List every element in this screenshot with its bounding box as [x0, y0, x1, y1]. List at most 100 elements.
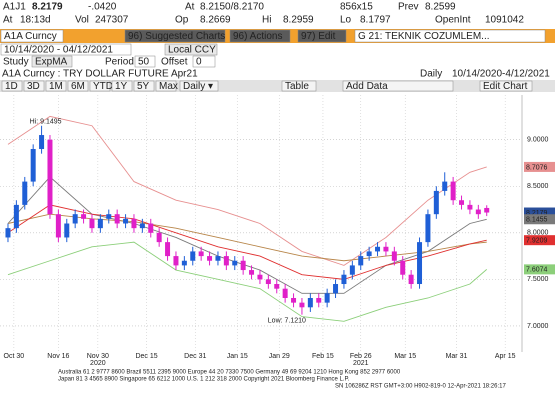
date-range[interactable]: 10/14/2020 - 04/12/2021: [4, 45, 113, 56]
candle-body: [358, 256, 364, 266]
candle-body: [307, 297, 313, 308]
x-tick-label: Mar 15: [394, 353, 416, 360]
date-range-box[interactable]: [0, 43, 132, 56]
candle-body: [165, 242, 171, 257]
footer-line: Australia 61 2 9777 8600 Brazil 5511 239…: [58, 370, 401, 376]
range-button-box[interactable]: [111, 80, 133, 92]
security-field[interactable]: A1A Curncy: [4, 31, 57, 42]
period[interactable]: 50: [138, 57, 150, 68]
actions-menu[interactable]: 96) Actions: [233, 31, 282, 42]
candle-body: [391, 251, 397, 261]
suggested-charts[interactable]: 96) Suggested Charts: [128, 31, 225, 42]
candle-body: [215, 256, 221, 261]
range-button-box[interactable]: [67, 80, 89, 92]
x-tick-label: Mar 31: [446, 353, 468, 360]
candle-body: [341, 274, 347, 285]
frequency: Daily: [420, 69, 442, 80]
ticker: A1J1: [3, 2, 26, 13]
candle-body: [181, 260, 187, 266]
table-button-box[interactable]: [281, 80, 317, 92]
edit-chart[interactable]: Edit Chart: [483, 81, 528, 92]
chart-name[interactable]: G 21: TEKNIK COZUMLEM...: [358, 31, 490, 42]
currency-box[interactable]: [164, 43, 218, 56]
range-button[interactable]: 1Y: [115, 81, 128, 92]
label: Hi: [262, 15, 271, 26]
footer-line: SN 106286Z RST GMT+3:00 H902-819-0 12-Ap…: [335, 384, 506, 390]
last-value-label: 8.2179: [526, 210, 548, 217]
y-tick-label: 8.0000: [527, 230, 549, 237]
year-label: 2021: [353, 360, 369, 367]
volume: 247307: [95, 15, 129, 26]
x-tick-label: Dec 31: [184, 353, 206, 360]
indicator-line: [7, 204, 487, 280]
actions-menu-box[interactable]: [229, 29, 291, 43]
period-box[interactable]: [134, 55, 156, 68]
candle-body: [316, 297, 322, 303]
label: Offset: [161, 57, 188, 68]
candle-body: [484, 207, 490, 213]
candle-body: [114, 214, 120, 224]
range-button[interactable]: 1D: [5, 81, 18, 92]
x-tick-label: Jan 15: [227, 353, 248, 360]
label: Lo: [340, 15, 352, 26]
last-value-label: 7.6074: [526, 267, 548, 274]
x-tick-label: Nov 30: [87, 353, 109, 360]
edit-menu-box[interactable]: [297, 29, 347, 43]
candle-body: [207, 256, 213, 261]
range-button[interactable]: 1M: [49, 81, 63, 92]
range-button[interactable]: 5Y: [137, 81, 150, 92]
candle-body: [333, 284, 339, 294]
table-button[interactable]: Table: [285, 81, 309, 92]
last-value-box: [524, 264, 555, 275]
x-tick-label: Apr 15: [495, 353, 516, 360]
edit-chart-box[interactable]: [479, 80, 533, 92]
chart-name-box[interactable]: [354, 29, 546, 43]
edit-menu[interactable]: 97) Edit: [301, 31, 336, 42]
candle-body: [240, 260, 246, 271]
indicator-line: [7, 241, 488, 322]
description: A1A Curncy : TRY DOLLAR FUTURE Apr21: [2, 69, 198, 80]
candle-body: [22, 181, 28, 205]
suggested-charts-box[interactable]: [124, 29, 226, 43]
period-select-box[interactable]: [179, 80, 219, 92]
offset-box[interactable]: [192, 55, 216, 68]
candle-body: [282, 288, 288, 298]
candle-body: [442, 181, 448, 191]
period-select[interactable]: Daily ▾: [183, 81, 213, 92]
study[interactable]: ExpMA: [35, 57, 68, 68]
label: Period: [105, 57, 134, 68]
add-data[interactable]: Add Data: [346, 81, 388, 92]
annotation: Hi: 9.1495: [30, 119, 62, 126]
candle-body: [291, 297, 297, 303]
range-button[interactable]: 6M: [71, 81, 85, 92]
candle-body: [257, 274, 263, 280]
x-tick-label: Oct 30: [4, 353, 25, 360]
candle-body: [324, 293, 330, 303]
range-button-box[interactable]: [45, 80, 67, 92]
range-button-box[interactable]: [23, 80, 45, 92]
add-data-box[interactable]: [342, 80, 454, 92]
y-tick-label: 8.5000: [527, 183, 549, 190]
range-button-box[interactable]: [1, 80, 23, 92]
range-button-box[interactable]: [155, 80, 177, 92]
range-button[interactable]: 3D: [27, 81, 40, 92]
last-value-label: 8.7076: [526, 164, 548, 171]
candle-body: [89, 218, 95, 229]
range-button[interactable]: Max: [159, 81, 178, 92]
label: Prev: [398, 2, 419, 13]
candle-body: [475, 209, 481, 215]
last-value-box: [524, 214, 555, 225]
candle-body: [190, 251, 196, 261]
candle-body: [232, 260, 238, 266]
range-button-box[interactable]: [133, 80, 155, 92]
study-box[interactable]: [31, 55, 73, 68]
currency[interactable]: Local CCY: [168, 45, 216, 56]
low: 8.1797: [360, 15, 391, 26]
offset[interactable]: 0: [196, 57, 202, 68]
y-tick-label: 9.0000: [527, 137, 549, 144]
x-tick-label: Feb 26: [350, 353, 372, 360]
range-button[interactable]: YTD: [93, 81, 113, 92]
security-field-box[interactable]: [0, 29, 64, 43]
last-value-label: 8.1455: [526, 217, 548, 224]
range-button-box[interactable]: [89, 80, 111, 92]
